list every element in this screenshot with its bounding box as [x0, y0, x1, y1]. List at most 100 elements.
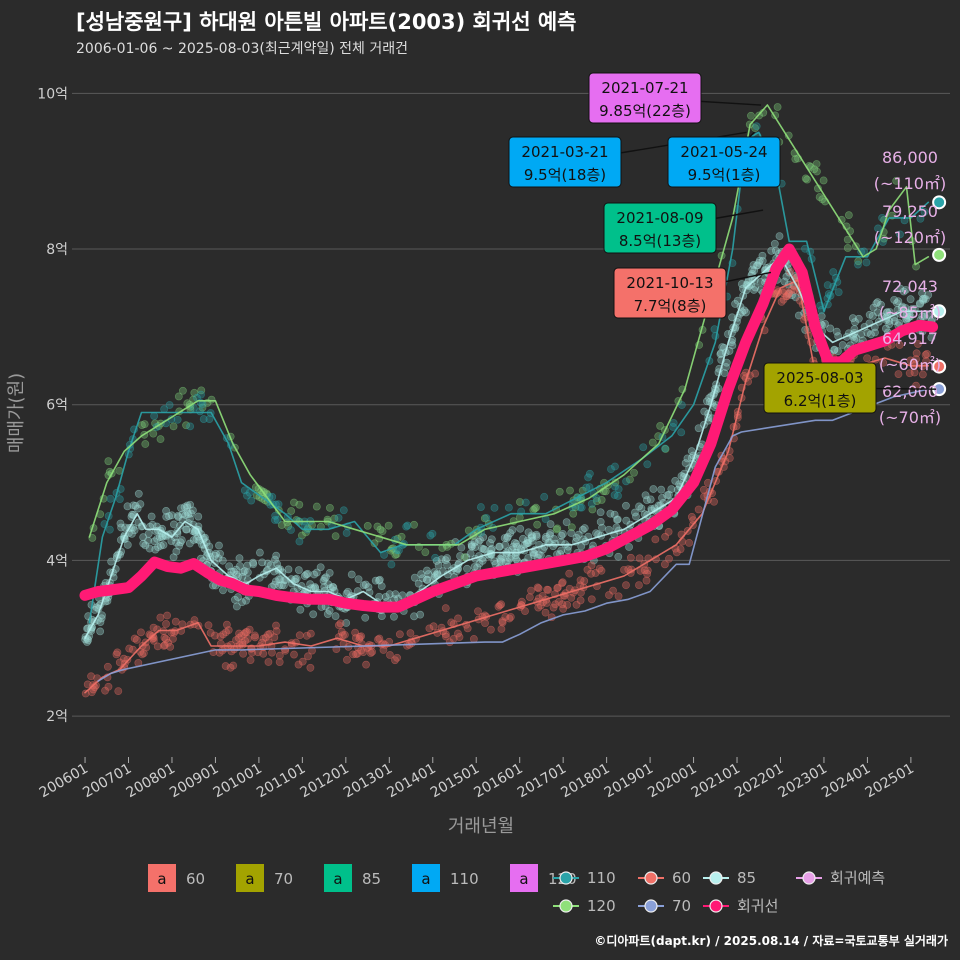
transaction-point: [677, 401, 686, 409]
transaction-point: [239, 649, 248, 658]
x-tick-label: 202401: [819, 761, 873, 802]
transaction-point: [580, 577, 589, 585]
transaction-point: [549, 535, 558, 543]
transaction-point: [906, 295, 915, 304]
transaction-point: [235, 554, 244, 563]
transaction-point: [677, 428, 686, 437]
transaction-point: [107, 557, 116, 566]
transaction-point: [557, 546, 566, 555]
transaction-point: [525, 593, 534, 601]
predictions: 86,000 (~110㎡) 79,250 (~120㎡) 72,043 (~85㎡) 64…: [874, 148, 946, 427]
transaction-point: [410, 573, 419, 582]
transaction-point: [803, 175, 811, 184]
y-tick-label: 4억: [46, 553, 68, 569]
transaction-point: [503, 557, 512, 566]
transaction-point: [104, 457, 113, 466]
transaction-point: [460, 553, 469, 562]
transaction-point: [294, 660, 303, 669]
transaction-point: [394, 546, 403, 555]
transaction-point: [123, 502, 132, 511]
transaction-point: [447, 539, 456, 548]
transaction-point: [144, 536, 152, 545]
transaction-point: [287, 526, 295, 534]
transaction-point: [791, 155, 800, 163]
transaction-point: [320, 583, 329, 591]
transaction-point: [136, 500, 145, 509]
transaction-point: [173, 415, 182, 424]
transaction-point: [104, 682, 113, 691]
transaction-point: [487, 535, 496, 544]
transaction-point: [214, 554, 223, 563]
annotation-date: 2021-07-21: [601, 79, 688, 97]
transaction-point: [204, 621, 213, 630]
transaction-point: [470, 562, 479, 571]
transaction-point: [272, 621, 280, 630]
transaction-point: [316, 563, 325, 572]
transaction-point: [834, 288, 843, 297]
transaction-point: [685, 538, 693, 547]
legend-label: 60: [672, 869, 691, 887]
transaction-point: [247, 496, 256, 505]
transaction-point: [255, 548, 264, 557]
x-tick-label: 202201: [732, 761, 786, 802]
transaction-point: [614, 552, 623, 561]
transaction-point: [920, 208, 929, 216]
transaction-point: [393, 653, 401, 662]
transaction-point: [375, 592, 384, 601]
transaction-point: [271, 516, 279, 524]
transaction-point: [234, 593, 242, 602]
transaction-point: [398, 591, 407, 600]
transaction-point: [197, 390, 205, 399]
transaction-point: [377, 612, 386, 620]
transaction-point: [166, 643, 175, 651]
transaction-point: [406, 629, 415, 638]
transaction-point: [551, 600, 560, 609]
transaction-point: [747, 111, 755, 120]
transaction-point: [896, 284, 905, 293]
x-tick-label: 201401: [384, 761, 438, 802]
transaction-point: [843, 235, 852, 244]
transaction-point: [363, 522, 372, 530]
transaction-point: [596, 508, 605, 517]
transaction-point: [171, 617, 180, 626]
transaction-point: [113, 648, 122, 657]
prediction-area: (~110㎡): [874, 174, 946, 193]
transaction-point: [754, 258, 763, 267]
transaction-point: [368, 647, 376, 656]
transaction-point: [342, 619, 351, 627]
transaction-point: [622, 516, 631, 525]
transaction-point: [528, 536, 537, 545]
transaction-point: [312, 502, 321, 511]
transaction-point: [506, 613, 515, 621]
transaction-point: [329, 583, 338, 592]
annotation-date: 2021-03-21: [521, 143, 608, 161]
transaction-point: [156, 435, 165, 444]
transaction-point: [273, 515, 282, 524]
transaction-point: [177, 536, 186, 544]
transaction-point: [235, 641, 244, 650]
transaction-point: [622, 477, 631, 486]
transaction-point: [516, 524, 525, 533]
transaction-point: [349, 650, 357, 659]
x-tick-label: 202301: [776, 761, 830, 802]
transaction-point: [770, 239, 779, 248]
transaction-point: [871, 328, 879, 337]
transaction-point: [145, 544, 154, 553]
transaction-point: [397, 532, 406, 541]
transaction-point: [402, 522, 411, 531]
annotation-price: 7.7억(8층): [634, 297, 707, 315]
transaction-point: [283, 518, 292, 527]
transaction-point: [612, 523, 621, 532]
transaction-point: [553, 584, 562, 593]
transaction-point: [520, 540, 529, 549]
transaction-point: [222, 628, 230, 637]
transaction-point: [661, 444, 669, 453]
transaction-point: [626, 553, 635, 562]
transaction-point: [533, 520, 542, 529]
transaction-point: [596, 517, 605, 526]
annotation-price: 6.2억(1층): [784, 392, 857, 410]
transaction-point: [478, 556, 487, 565]
transaction-point: [194, 512, 203, 521]
transaction-point: [296, 605, 305, 614]
legend-label: 회귀선: [737, 897, 778, 915]
